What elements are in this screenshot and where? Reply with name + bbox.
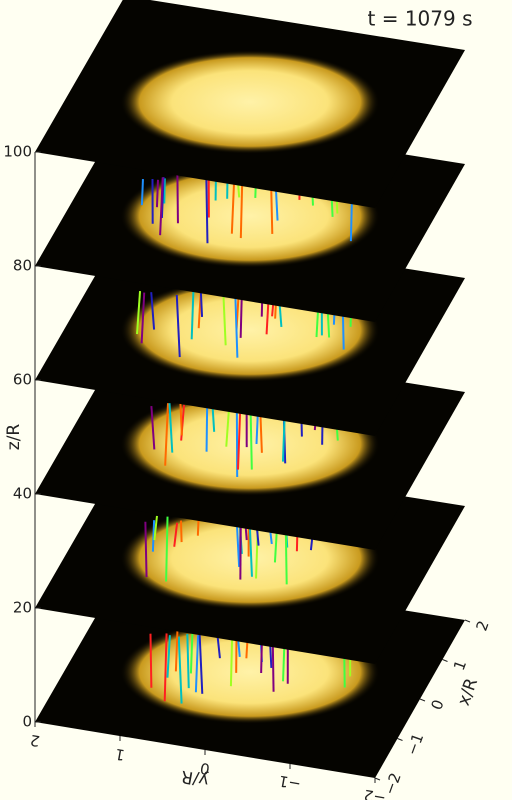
field-line [144,521,148,578]
field-line [229,632,234,687]
field-line [149,633,153,688]
field-line [222,287,227,346]
field-line [175,294,181,358]
field-line [150,292,156,330]
z-tick-label: 60 [13,371,32,389]
y-tick-label: 0 [199,759,212,778]
x-axis-label: x/R [454,675,482,708]
slices [35,0,465,778]
density-disk [120,50,380,154]
field-line [174,629,179,672]
field-line [163,633,168,702]
field-line [163,178,166,204]
field-line [150,405,156,450]
z-tick-label: 0 [22,713,32,731]
y-axis-label: y/R [179,766,210,791]
y-tick-label: 2 [29,731,42,750]
field-line [176,174,179,224]
z-tick-label: 20 [13,599,32,617]
field-line [177,636,183,704]
y-tick-label: 1 [114,745,127,764]
field-line [211,408,216,432]
field-line [151,520,156,552]
field-line [249,405,253,470]
x-tick [419,698,426,702]
x-tick [442,659,448,662]
field-line [179,520,183,543]
field-line [159,177,164,236]
field-line [236,404,242,470]
y-tick-label: −1 [277,772,302,794]
field-line [179,403,183,436]
field-line [153,515,158,541]
field-line [140,178,144,206]
x-tick-label: 0 [427,697,447,712]
field-line [190,290,195,340]
field-line [225,407,231,447]
field-line [168,403,174,453]
field-line [155,179,159,208]
field-line [164,403,169,466]
field-line [165,516,169,582]
field-line [199,290,204,317]
y-tick-label: −2 [362,786,387,800]
field-line [239,178,244,239]
field-line [186,633,190,689]
field-line [166,635,171,678]
z-tick-label: 100 [3,143,32,161]
z-axis-label: z/R [4,424,24,451]
field-line [235,519,241,568]
field-line [194,635,200,693]
x-tick-label: 2 [472,618,492,633]
field-line [205,177,209,244]
field-line [216,634,221,659]
field-line [189,629,194,674]
x-tick [397,738,403,741]
field-line [230,175,236,234]
field-line [173,522,179,547]
time-label: t = 1079 s [368,7,473,31]
x-tick-label: 1 [450,658,470,673]
x-tick [464,619,471,623]
x-tick-label: −2 [380,770,404,797]
field-line [136,291,142,335]
x-tick-label: −1 [403,731,427,758]
x-tick [374,777,381,781]
field-line [234,289,239,358]
field-line [239,293,243,338]
field-line [205,401,209,452]
z-tick-label: 80 [13,257,32,275]
field-line [198,630,204,694]
field-line [140,292,146,344]
z-tick-label: 40 [13,485,32,503]
